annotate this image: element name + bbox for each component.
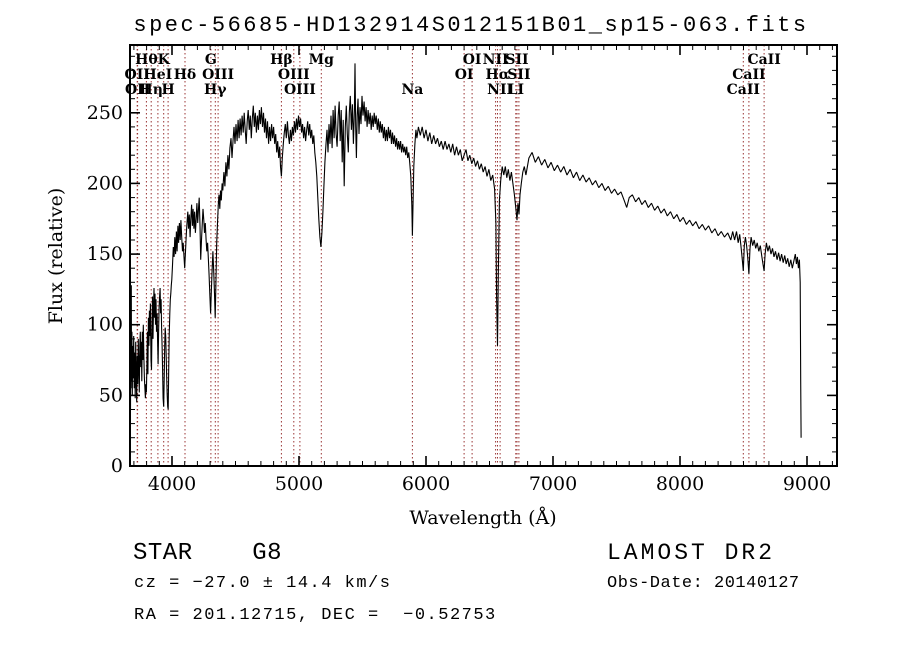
y-tick-label: 250 [87,102,123,124]
spectral-line-label: NII [483,52,509,68]
spectral-line-label: K [158,52,171,68]
spectral-line-label: CaII [727,82,760,98]
survey-release-label: LAMOST DR2 [607,540,776,566]
spectral-line-label: Mg [309,52,334,68]
y-tick-label: 50 [99,384,123,406]
x-tick-label: 9000 [783,473,831,495]
page-title: spec-56685-HD132914S012151B01_sp15-063.f… [133,13,809,38]
ra-dec-label: RA = 201.12715, DEC = −0.52753 [134,606,497,625]
spectral-line-label: CaII [732,67,765,83]
spectrum-path [129,63,802,445]
spectral-line-label: HeI [144,67,173,83]
spectral-line-label: OIII [278,67,310,83]
spectral-line-label: SII [505,52,528,68]
x-tick-label: 8000 [656,473,704,495]
spectral-line-label: OIII [284,82,316,98]
x-tick-label: 7000 [529,473,577,495]
spectral-line-label: Hα [485,67,509,83]
spectral-line-label: Hη [139,82,162,98]
spectral-line-label: G [205,52,217,68]
y-tick-label: 0 [111,455,123,477]
radial-velocity-label: cz = −27.0 ± 14.4 km/s [134,574,392,593]
spectral-line-label: NII [487,82,513,98]
spectral-line-label: Na [401,82,423,98]
spectral-line-label: OIII [202,67,234,83]
spectral-line-label: LI [508,82,524,98]
spectral-line-label: Hβ [270,52,293,68]
spectral-line-label: OI [455,67,474,83]
plot-frame [129,44,838,467]
x-tick-label: 6000 [402,473,450,495]
spectral-line-label: H [161,82,174,98]
x-axis-title: Wavelength (Å) [409,507,556,529]
spectral-line-label: CaII [747,52,780,68]
y-axis-title: Flux (relative) [45,188,67,325]
x-tick-label: 4000 [148,473,196,495]
x-tick-label: 5000 [275,473,323,495]
spectral-line-label: Hγ [204,82,227,98]
object-class-label: STAR G8 [133,540,283,567]
spectral-line-label: Hδ [174,67,197,83]
spectral-line-label: OII [125,82,150,98]
y-tick-label: 150 [87,243,123,265]
y-tick-label: 200 [87,172,123,194]
spectral-line-label: Hθ [135,52,158,68]
spectral-line-label: OI [463,52,482,68]
y-tick-label: 100 [87,314,123,336]
spectral-line-label: SII [507,67,530,83]
obs-date-label: Obs-Date: 20140127 [607,574,800,593]
